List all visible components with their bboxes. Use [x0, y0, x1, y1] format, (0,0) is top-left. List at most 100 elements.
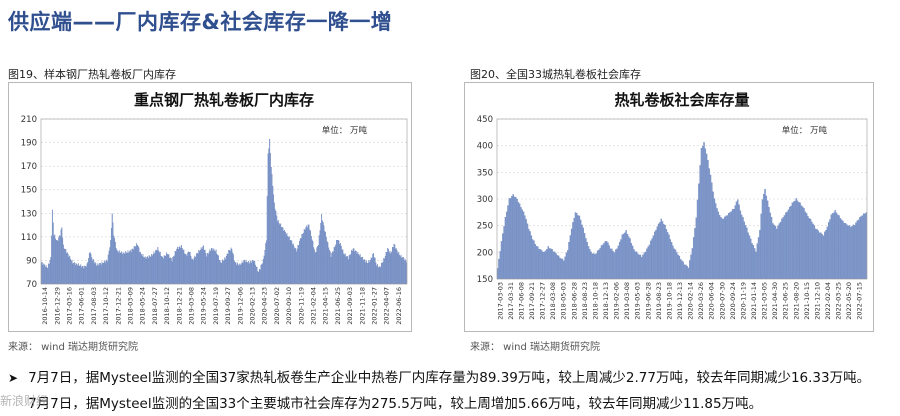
x-tick-label: 2021-09-03	[346, 287, 354, 325]
y-tick-label: 150	[21, 186, 37, 196]
bar	[265, 243, 267, 285]
bar	[400, 254, 402, 285]
bar	[280, 227, 282, 285]
bar	[541, 250, 543, 280]
bar	[392, 247, 394, 285]
bar	[91, 257, 93, 285]
bar	[802, 206, 804, 280]
x-tick-label: 2020-02-13	[249, 287, 257, 325]
bar	[811, 221, 813, 280]
bar	[339, 244, 341, 285]
bar	[573, 217, 575, 280]
x-tick-label: 2019-02-06	[613, 282, 621, 320]
bar	[241, 261, 243, 285]
bar	[120, 252, 122, 285]
bar	[295, 251, 297, 285]
bar	[608, 245, 610, 280]
bar	[225, 259, 227, 285]
bar	[607, 242, 609, 280]
bar	[577, 215, 579, 280]
bar	[61, 227, 63, 285]
bar	[512, 194, 514, 280]
bar	[304, 229, 306, 285]
bar	[100, 264, 102, 285]
bar	[53, 235, 55, 285]
bar	[642, 254, 644, 280]
bar	[660, 218, 662, 280]
bar	[709, 174, 712, 280]
bar	[212, 250, 214, 285]
bar	[190, 256, 192, 285]
bar	[165, 256, 167, 285]
bar	[559, 257, 561, 280]
bar	[779, 221, 782, 280]
bar	[603, 242, 605, 280]
bullet-item: ➤7月7日，据Mysteel监测的全国33个主要城市社会库存为275.5万吨，较…	[8, 392, 762, 412]
bar	[236, 262, 238, 285]
bar	[530, 235, 533, 280]
bar	[604, 241, 607, 280]
bullet-item: ➤ 7月7日，据Mysteel监测的全国37家热轧板卷生产企业中热卷厂内库存量为8…	[8, 366, 870, 386]
bar	[277, 220, 279, 285]
bar	[249, 262, 251, 285]
bar	[203, 245, 204, 285]
bar	[361, 257, 363, 285]
y-tick-label: 450	[477, 115, 493, 125]
bar	[84, 265, 86, 285]
bar	[340, 243, 341, 285]
bar	[260, 265, 262, 285]
bar	[526, 223, 529, 280]
bar	[613, 252, 616, 280]
bar	[391, 251, 393, 285]
bar	[325, 236, 327, 285]
bar	[151, 255, 153, 285]
bar	[728, 212, 730, 280]
bar	[159, 251, 161, 285]
y-tick-label: 190	[21, 139, 37, 149]
bar	[740, 214, 743, 280]
bar	[656, 226, 658, 280]
bar	[118, 250, 120, 285]
bar	[110, 240, 112, 285]
bar	[816, 229, 818, 280]
bar	[135, 246, 137, 285]
bar	[199, 250, 201, 285]
bar	[309, 229, 311, 285]
bar	[306, 225, 308, 285]
bar	[136, 243, 138, 285]
bar	[390, 253, 392, 285]
bar	[681, 260, 683, 280]
bar	[568, 242, 570, 280]
bar	[362, 260, 364, 285]
bar	[336, 240, 337, 285]
bar	[317, 246, 319, 285]
bar	[403, 260, 405, 285]
bar	[848, 225, 851, 280]
bar	[300, 238, 302, 285]
bar	[277, 221, 278, 285]
bar	[127, 250, 129, 285]
bar	[796, 200, 799, 280]
bar	[790, 205, 792, 280]
bar	[394, 244, 396, 285]
bar	[214, 250, 215, 285]
bar	[196, 253, 198, 285]
bar	[381, 262, 383, 285]
bar	[328, 247, 330, 285]
x-tick-label: 2020-11-19	[739, 282, 747, 320]
x-tick-label: 2018-12-21	[175, 287, 183, 325]
bar	[168, 254, 170, 285]
bar	[131, 249, 133, 285]
bar	[782, 217, 784, 280]
bar	[659, 222, 661, 280]
bar	[744, 225, 747, 280]
bar	[314, 249, 315, 285]
bar	[560, 258, 562, 280]
bar	[108, 250, 110, 285]
bar	[268, 148, 270, 285]
bar	[101, 261, 103, 285]
bar	[244, 262, 246, 285]
bar	[857, 219, 860, 280]
bar	[750, 238, 752, 280]
bar	[634, 251, 636, 280]
